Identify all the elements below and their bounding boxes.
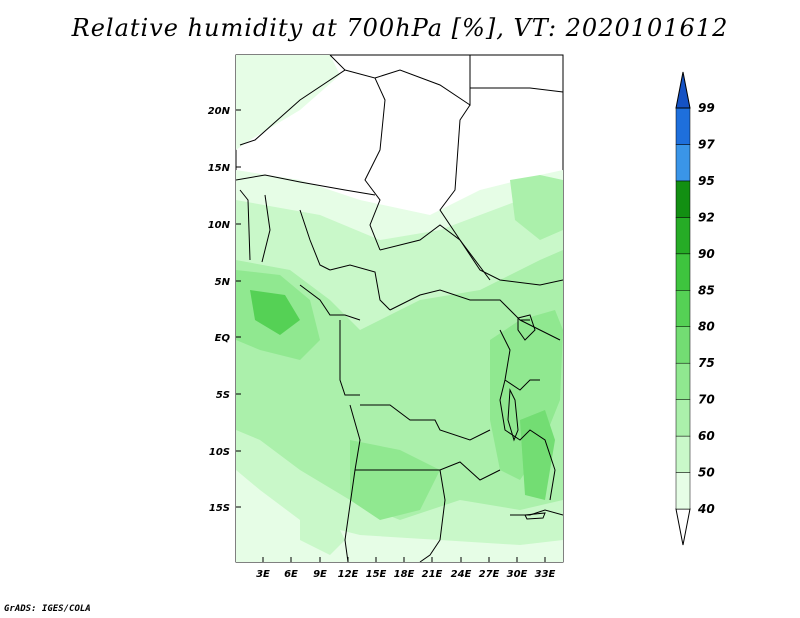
colorbar-swatch bbox=[675, 290, 691, 327]
longitude-ticks bbox=[262, 557, 546, 562]
colorbar-label: 40 bbox=[697, 502, 715, 516]
lon-label: 3E bbox=[256, 569, 270, 580]
colorbar-label: 70 bbox=[698, 393, 715, 407]
colorbar-swatch bbox=[675, 144, 691, 182]
colorbar-label: 90 bbox=[698, 247, 715, 261]
colorbar-label: 92 bbox=[698, 210, 715, 224]
colorbar-label: 75 bbox=[698, 356, 715, 370]
colorbar-label: 97 bbox=[698, 137, 715, 151]
colorbar-swatch bbox=[675, 362, 691, 400]
country-borders bbox=[236, 55, 563, 562]
colorbar-swatch bbox=[675, 253, 691, 291]
colorbar-high-arrow bbox=[675, 71, 691, 109]
lat-label: 5S bbox=[216, 390, 230, 401]
colorbar-swatch bbox=[675, 472, 691, 510]
colorbar-swatch bbox=[675, 107, 691, 145]
colorbar-label: 99 bbox=[698, 101, 715, 115]
lon-label: 24E bbox=[451, 569, 472, 580]
map-title: Relative humidity at 700hPa [%], VT: 202… bbox=[71, 14, 729, 42]
colorbar-low-arrow bbox=[675, 508, 691, 546]
lat-label: 15S bbox=[209, 503, 230, 514]
colorbar-swatch bbox=[675, 180, 691, 218]
lon-label: 9E bbox=[313, 569, 327, 580]
lat-label: EQ bbox=[215, 333, 231, 344]
colorbar-swatch bbox=[675, 435, 691, 473]
lon-label: 15E bbox=[366, 569, 387, 580]
colorbar-swatch bbox=[675, 399, 691, 437]
map-panel: 20N 15N 10N 5N EQ 5S 10S 15S 3E 6E 9E 12… bbox=[208, 54, 564, 580]
lat-label: 10S bbox=[209, 447, 230, 458]
lon-label: 21E bbox=[422, 569, 443, 580]
lon-label: 18E bbox=[394, 569, 415, 580]
lat-label: 10N bbox=[208, 220, 231, 231]
colorbar-label: 60 bbox=[698, 429, 715, 443]
lat-label: 15N bbox=[208, 163, 231, 174]
lat-label: 20N bbox=[208, 106, 231, 117]
lon-label: 27E bbox=[479, 569, 500, 580]
colorbar-swatch bbox=[675, 326, 691, 364]
lakes bbox=[507, 314, 546, 520]
colorbar: 40 50 60 70 75 80 85 90 92 95 97 99 bbox=[675, 71, 715, 546]
colorbar-swatch bbox=[675, 217, 691, 255]
lon-label: 33E bbox=[535, 569, 556, 580]
latitude-ticks bbox=[236, 109, 241, 508]
lon-label: 30E bbox=[507, 569, 528, 580]
lon-label: 12E bbox=[338, 569, 359, 580]
colorbar-label: 80 bbox=[698, 320, 715, 334]
colorbar-label: 50 bbox=[698, 466, 715, 480]
colorbar-label: 85 bbox=[698, 283, 715, 297]
credit-text: GrADS: IGES/COLA bbox=[4, 604, 91, 614]
humidity-shading bbox=[236, 55, 563, 562]
lon-label: 6E bbox=[284, 569, 298, 580]
lat-label: 5N bbox=[215, 277, 231, 288]
colorbar-label: 95 bbox=[698, 174, 715, 188]
